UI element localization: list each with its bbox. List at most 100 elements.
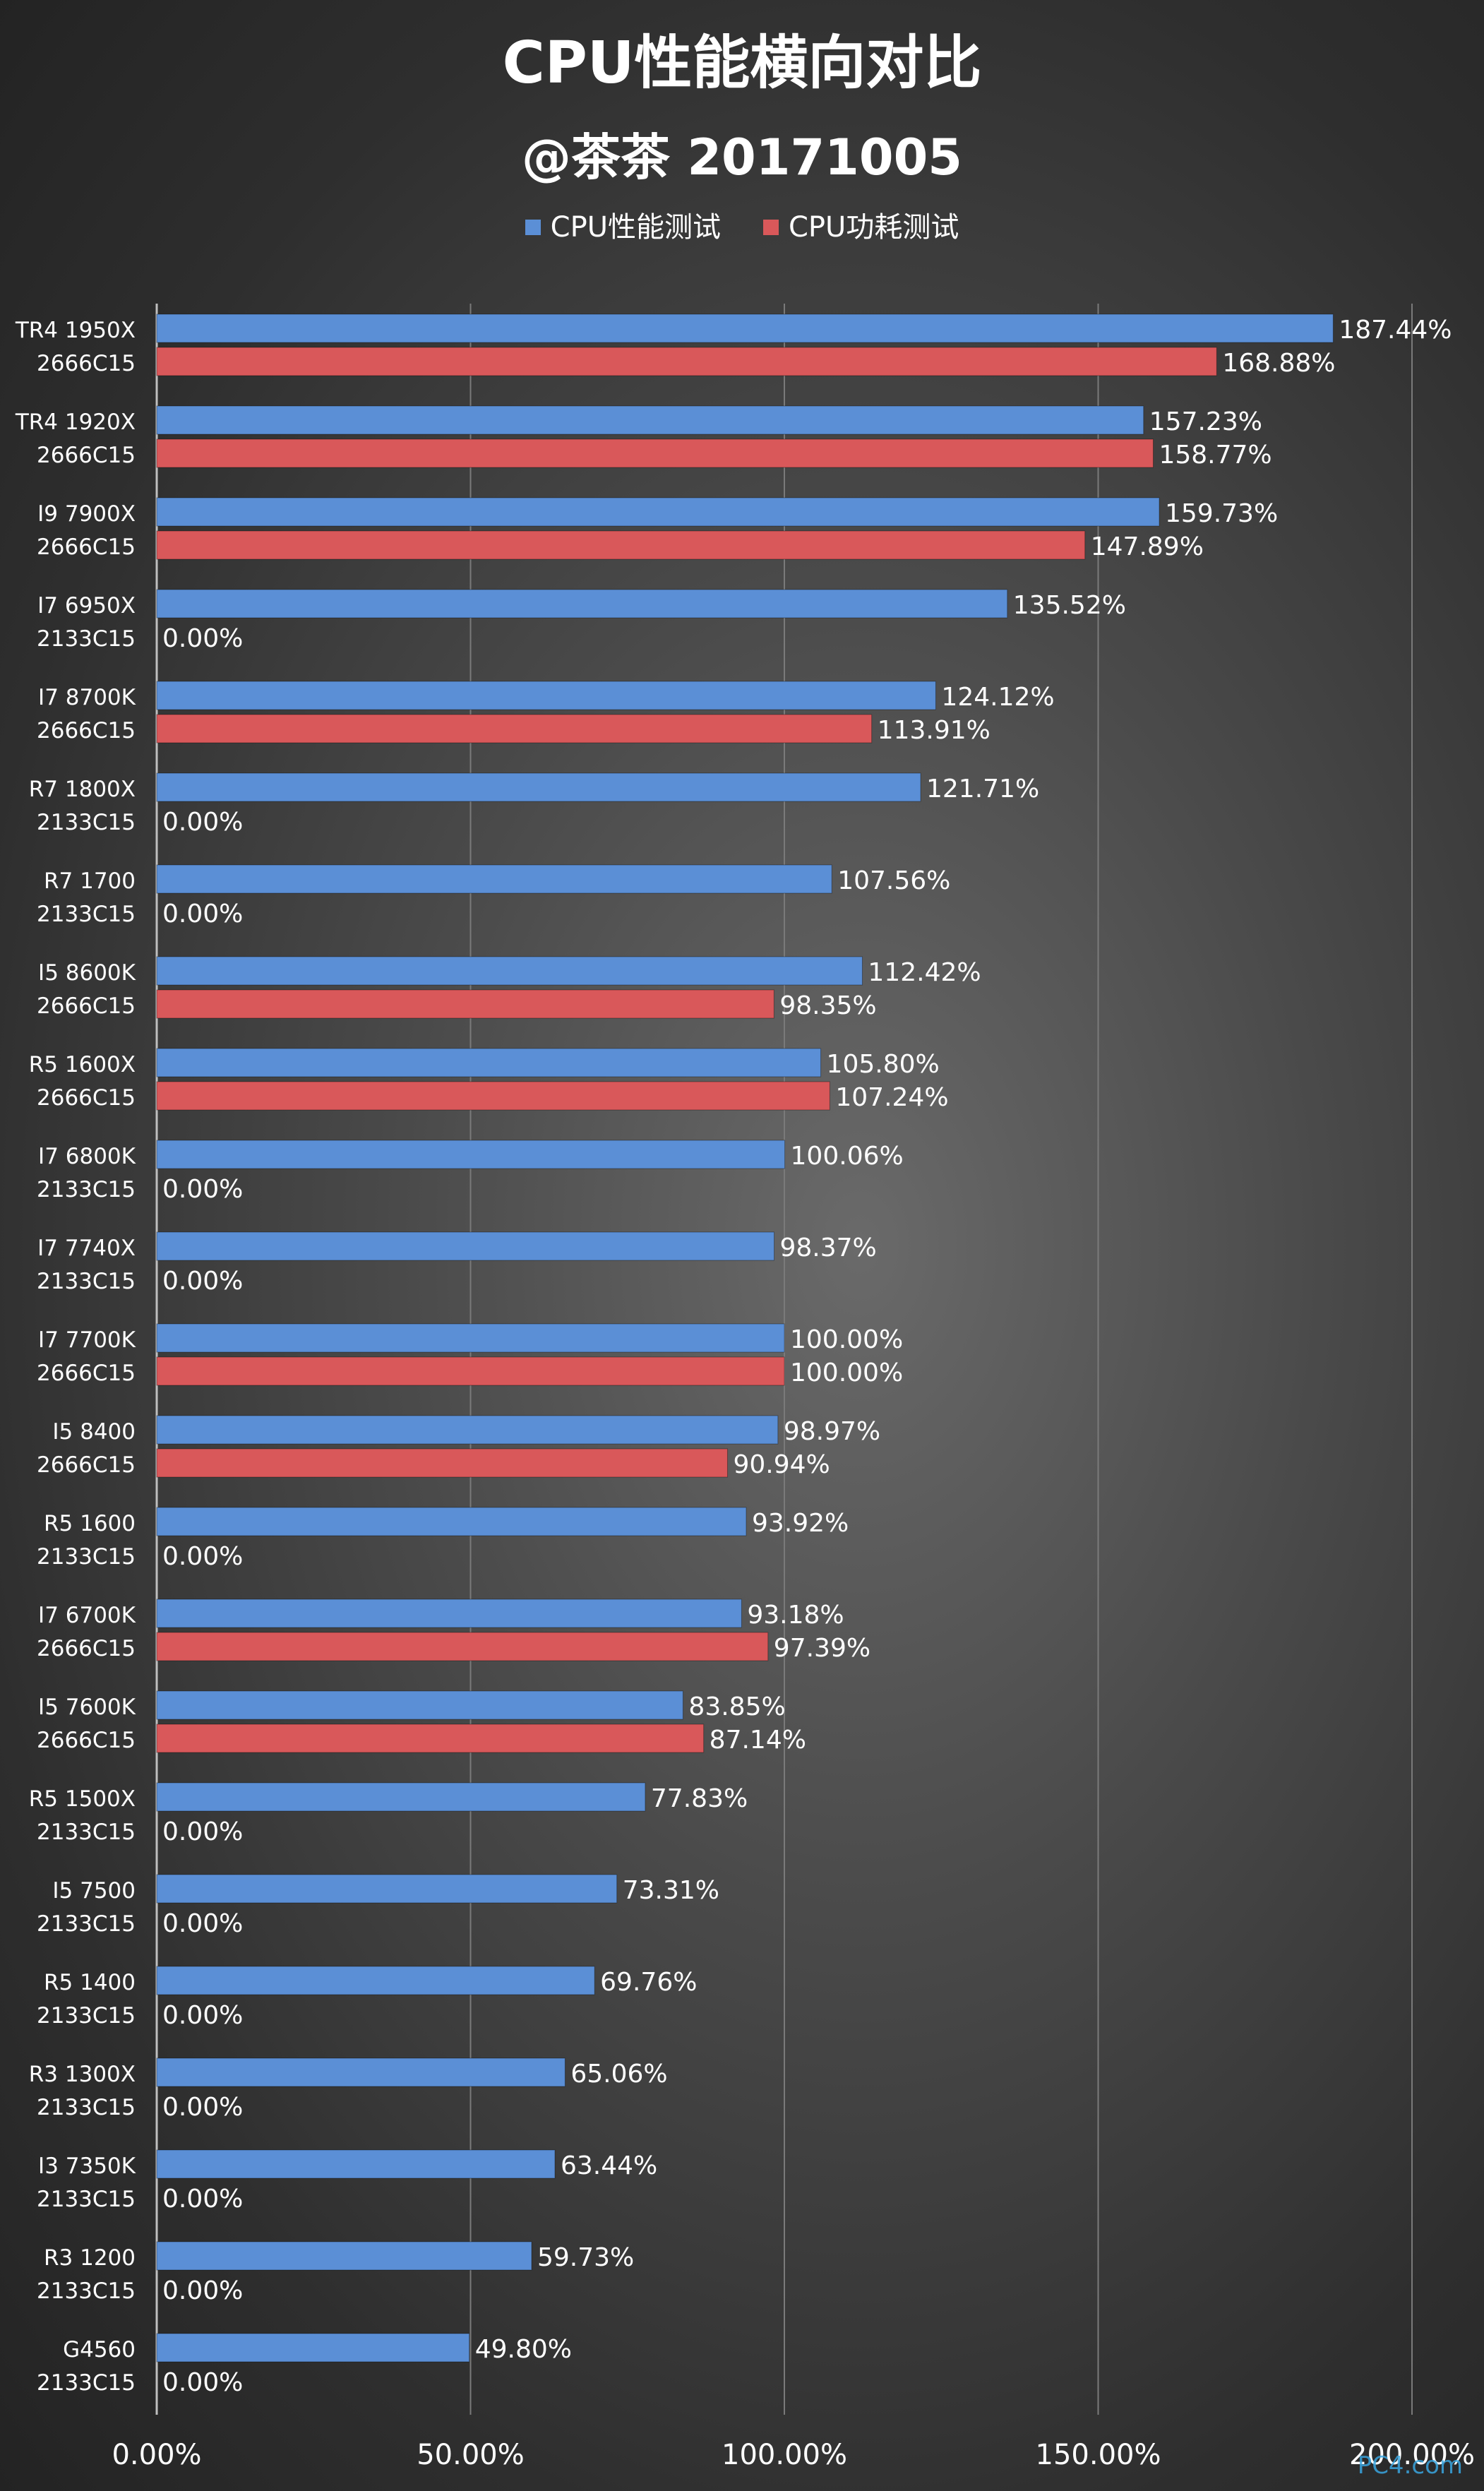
data-label-perf: 100.00% bbox=[790, 1325, 903, 1354]
bar-perf bbox=[156, 1966, 595, 1995]
category-label-memory: 2666C15 bbox=[37, 718, 136, 743]
x-tick-label: 0.00% bbox=[112, 2439, 201, 2471]
data-label-perf: 159.73% bbox=[1165, 499, 1278, 528]
data-label-power: 100.00% bbox=[790, 1358, 903, 1387]
data-label-perf: 98.37% bbox=[780, 1233, 877, 1262]
category-label-cpu: R5 1500X bbox=[29, 1786, 136, 1812]
data-label-power: 113.91% bbox=[878, 716, 991, 745]
data-label-power: 0.00% bbox=[162, 900, 243, 928]
bar-perf bbox=[156, 772, 921, 802]
category-label-cpu: TR4 1950X bbox=[15, 318, 136, 343]
category-label-memory: 2133C15 bbox=[37, 626, 136, 652]
bar-power bbox=[156, 1081, 830, 1111]
data-label-perf: 93.18% bbox=[747, 1601, 844, 1630]
category-label-memory: 2133C15 bbox=[37, 2278, 136, 2304]
bar-perf bbox=[156, 1782, 646, 1812]
category-label-memory: 2133C15 bbox=[37, 2370, 136, 2396]
bar-perf bbox=[156, 405, 1144, 435]
data-label-power: 0.00% bbox=[162, 808, 243, 837]
bar-perf bbox=[156, 2057, 566, 2087]
data-label-power: 0.00% bbox=[162, 624, 243, 653]
data-label-power: 158.77% bbox=[1159, 441, 1271, 470]
category-label-memory: 2133C15 bbox=[37, 2187, 136, 2212]
category-label-cpu: I5 8600K bbox=[38, 960, 136, 986]
category-label-memory: 2666C15 bbox=[37, 1636, 136, 1661]
data-label-power: 97.39% bbox=[774, 1634, 870, 1663]
category-label-cpu: I5 8400 bbox=[52, 1419, 136, 1445]
data-label-perf: 63.44% bbox=[561, 2151, 657, 2180]
category-label-memory: 2133C15 bbox=[37, 2095, 136, 2120]
legend-item-perf: CPU性能测试 bbox=[525, 206, 721, 249]
bar-perf bbox=[156, 2241, 532, 2271]
category-label-cpu: I5 7600K bbox=[38, 1695, 136, 1720]
category-label-cpu: R3 1200 bbox=[44, 2245, 136, 2271]
category-label-memory: 2666C15 bbox=[37, 443, 136, 468]
category-label-memory: 2666C15 bbox=[37, 1085, 136, 1111]
legend-label-power: CPU功耗测试 bbox=[789, 211, 959, 244]
category-label-memory: 2666C15 bbox=[37, 351, 136, 376]
category-label-memory: 2133C15 bbox=[37, 1911, 136, 1937]
bar-perf bbox=[156, 956, 863, 986]
data-label-perf: 100.06% bbox=[791, 1142, 904, 1171]
bar-power bbox=[156, 1356, 785, 1386]
bar-perf bbox=[156, 1599, 742, 1628]
bar-power bbox=[156, 1448, 728, 1478]
data-label-power: 0.00% bbox=[162, 2093, 243, 2122]
bar-perf bbox=[156, 1323, 785, 1353]
category-label-cpu: R5 1600 bbox=[44, 1511, 136, 1536]
bar-perf bbox=[156, 1231, 775, 1261]
data-label-perf: 65.06% bbox=[570, 2060, 667, 2089]
bar-perf bbox=[156, 2149, 556, 2179]
data-label-power: 107.24% bbox=[835, 1083, 948, 1112]
bar-perf bbox=[156, 2333, 470, 2362]
category-label-memory: 2133C15 bbox=[37, 902, 136, 927]
data-label-perf: 105.80% bbox=[827, 1050, 940, 1079]
data-label-power: 0.00% bbox=[162, 1175, 243, 1204]
data-label-power: 90.94% bbox=[733, 1450, 830, 1479]
category-label-cpu: TR4 1920X bbox=[15, 410, 136, 435]
x-tick-label: 150.00% bbox=[1036, 2439, 1161, 2471]
category-label-cpu: I9 7900X bbox=[37, 501, 136, 527]
category-label-memory: 2666C15 bbox=[37, 993, 136, 1019]
data-label-power: 0.00% bbox=[162, 1909, 243, 1938]
category-label-memory: 2666C15 bbox=[37, 1728, 136, 1753]
category-label-memory: 2133C15 bbox=[37, 1820, 136, 1845]
category-label-cpu: I5 7500 bbox=[52, 1878, 136, 1904]
data-label-power: 168.88% bbox=[1222, 349, 1335, 378]
data-label-perf: 77.83% bbox=[651, 1784, 748, 1813]
bar-perf bbox=[156, 1048, 822, 1077]
data-label-power: 0.00% bbox=[162, 2276, 243, 2305]
data-label-power: 147.89% bbox=[1091, 532, 1204, 561]
category-label-cpu: R5 1600X bbox=[29, 1052, 136, 1077]
category-label-memory: 2133C15 bbox=[37, 1269, 136, 1294]
category-label-cpu: R3 1300X bbox=[29, 2062, 136, 2087]
category-label-cpu: I7 6950X bbox=[37, 593, 136, 619]
bar-perf bbox=[156, 1690, 683, 1720]
legend-label-perf: CPU性能测试 bbox=[550, 211, 721, 244]
data-label-perf: 187.44% bbox=[1339, 316, 1452, 345]
bar-perf bbox=[156, 864, 832, 894]
category-label-cpu: R7 1800X bbox=[29, 777, 136, 802]
legend-swatch-power bbox=[763, 220, 779, 235]
category-label-memory: 2666C15 bbox=[37, 534, 136, 560]
data-label-power: 0.00% bbox=[162, 2185, 243, 2214]
data-label-power: 0.00% bbox=[162, 1542, 243, 1571]
category-label-memory: 2666C15 bbox=[37, 1452, 136, 1478]
data-label-perf: 93.92% bbox=[752, 1509, 849, 1538]
data-label-perf: 49.80% bbox=[475, 2335, 572, 2364]
bar-power bbox=[156, 1724, 705, 1753]
data-label-power: 0.00% bbox=[162, 1817, 243, 1846]
data-label-perf: 121.71% bbox=[926, 775, 1039, 804]
data-label-perf: 107.56% bbox=[837, 866, 950, 895]
category-label-cpu: R7 1700 bbox=[44, 868, 136, 894]
x-tick-label: 100.00% bbox=[722, 2439, 847, 2471]
data-label-power: 0.00% bbox=[162, 2368, 243, 2397]
data-label-power: 0.00% bbox=[162, 2001, 243, 2030]
category-label-cpu: I7 7700K bbox=[38, 1327, 136, 1353]
category-label-memory: 2133C15 bbox=[37, 1177, 136, 1202]
data-label-perf: 59.73% bbox=[537, 2243, 634, 2272]
bar-power bbox=[156, 714, 873, 743]
chart-subtitle: @茶茶 20171005 bbox=[521, 129, 963, 186]
x-tick-label: 200.00% bbox=[1349, 2439, 1475, 2471]
bar-perf bbox=[156, 1507, 747, 1536]
